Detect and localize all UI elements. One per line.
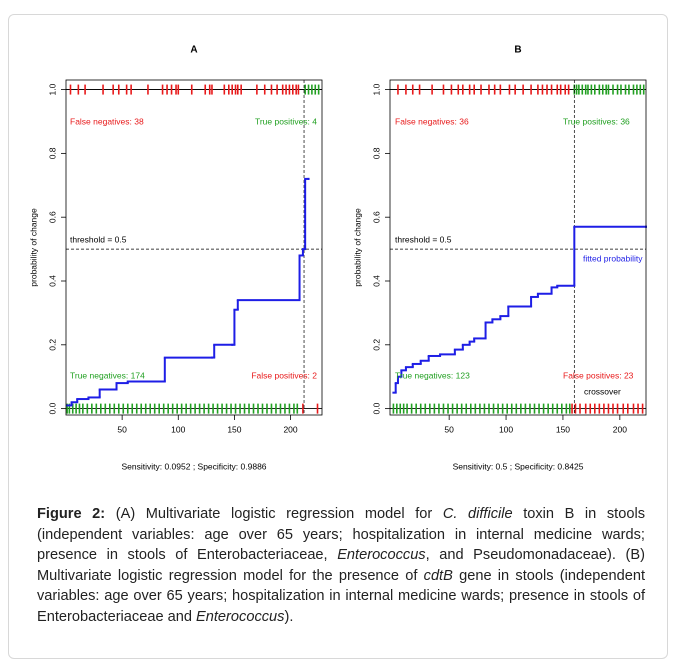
x-tick-label: 200 xyxy=(283,424,297,434)
annotation: threshold = 0.5 xyxy=(70,234,127,244)
y-tick-label: 0.6 xyxy=(371,211,381,223)
note: Sensitivity: 0.5 ; Specificity: 0.8425 xyxy=(453,461,584,471)
y-tick-label: 0.2 xyxy=(371,339,381,351)
y-tick-label: 1.0 xyxy=(371,83,381,95)
y-tick-label: 0.8 xyxy=(371,147,381,159)
annotation: False positives: 23 xyxy=(563,370,634,380)
plot-box xyxy=(65,79,323,416)
annotation: False positives: 2 xyxy=(251,370,317,380)
y-tick-label: 1.0 xyxy=(47,83,57,95)
note: Sensitivity: 0.0952 ; Specificity: 0.988… xyxy=(121,461,266,471)
y-tick-label: 0.0 xyxy=(371,402,381,414)
x-tick-label: 50 xyxy=(444,424,454,434)
y-tick-label: 0.4 xyxy=(47,275,57,287)
y-tick-label: 0.6 xyxy=(47,211,57,223)
x-tick-label: 100 xyxy=(171,424,185,434)
annotation: True negatives: 174 xyxy=(70,370,145,380)
annotation: False negatives: 36 xyxy=(395,116,469,126)
x-tick-label: 200 xyxy=(613,424,627,434)
caption-segment: Enterococcus xyxy=(337,547,426,563)
caption-segment: (A) Multivariate logistic regression mod… xyxy=(105,506,443,522)
caption-segment: ). xyxy=(284,608,294,625)
plot-box xyxy=(389,79,647,416)
chart-title: A xyxy=(190,45,197,56)
annotation: crossover xyxy=(584,386,621,396)
y-tick-label: 0.2 xyxy=(47,339,57,351)
y-tick-label: 0.4 xyxy=(371,275,381,287)
caption-segment: gene in stools (independent variables: a… xyxy=(37,567,645,625)
annotation: threshold = 0.5 xyxy=(395,234,452,244)
annotation: False negatives: 38 xyxy=(70,116,144,126)
y-tick-label: 0.0 xyxy=(47,402,57,414)
caption-segment: Figure 2: xyxy=(37,506,106,522)
x-tick-label: 100 xyxy=(499,424,513,434)
caption-segment: cdtB xyxy=(423,567,453,584)
chart-title: B xyxy=(514,45,521,56)
y-axis-label: probability of change xyxy=(352,208,362,287)
caption-segment: , and Pseudomonadaceae). (B) Multivariat… xyxy=(37,547,645,584)
x-tick-label: 150 xyxy=(227,424,241,434)
annotation: True positives: 4 xyxy=(255,116,317,126)
figure-frame xyxy=(8,14,668,659)
caption: Figure 2: (A) Multivariate logistic regr… xyxy=(37,504,645,627)
caption-segment: toxin B in stools (independent variables… xyxy=(37,506,645,563)
annotation: True positives: 36 xyxy=(563,116,630,126)
y-tick-label: 0.8 xyxy=(47,147,57,159)
x-tick-label: 150 xyxy=(556,424,570,434)
caption-segment: Enterococcus xyxy=(196,608,285,625)
annotation: fitted probability xyxy=(583,253,643,263)
annotation: True negatives: 123 xyxy=(395,370,470,380)
caption-segment: C. difficile xyxy=(442,506,513,522)
x-tick-label: 50 xyxy=(117,424,127,434)
y-axis-label: probability of change xyxy=(28,208,38,287)
